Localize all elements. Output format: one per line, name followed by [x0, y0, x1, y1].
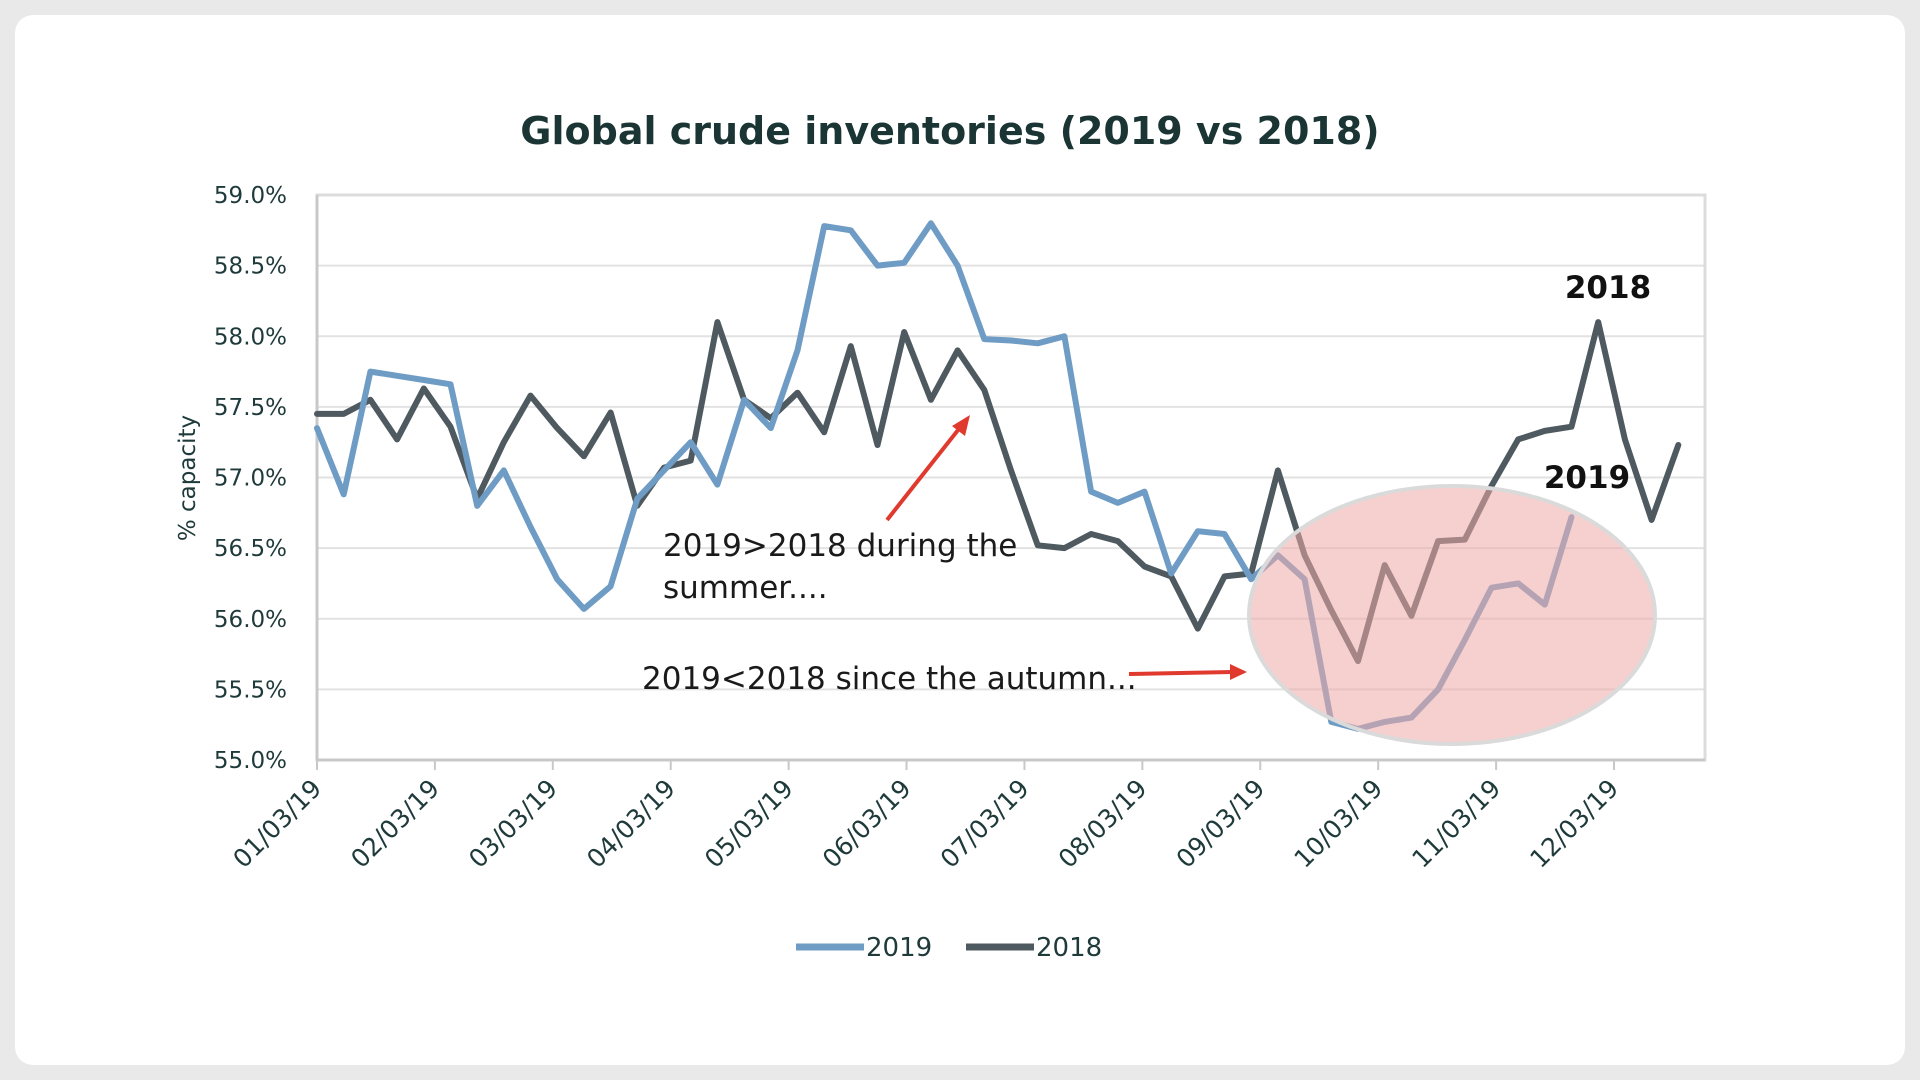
chart-title: Global crude inventories (2019 vs 2018)	[520, 109, 1379, 153]
summer-arrow-head	[952, 415, 970, 436]
y-tick-label: 55.5%	[214, 677, 287, 703]
y-tick-label: 58.5%	[214, 254, 287, 280]
summer-annotation-line2: summer....	[663, 570, 828, 606]
legend-label-2019: 2019	[866, 933, 932, 963]
x-tick-label: 10/03/19	[1289, 774, 1389, 874]
y-axis-ticks: 55.0% 55.5% 56.0% 56.5% 57.0% 57.5% 58.0% 58.5%…	[214, 183, 287, 774]
y-tick-label: 58.0%	[214, 324, 287, 350]
legend: 2019 2018	[796, 933, 1102, 963]
x-tick-label: 08/03/19	[1053, 774, 1153, 874]
y-axis-label: % capacity	[175, 415, 201, 541]
y-tick-label: 56.0%	[214, 607, 287, 633]
x-tick-label: 04/03/19	[581, 774, 681, 874]
x-tick-label: 07/03/19	[935, 774, 1035, 874]
x-tick-label: 05/03/19	[699, 774, 799, 874]
legend-label-2018: 2018	[1036, 933, 1102, 963]
series-2019-label: 2019	[1544, 460, 1630, 496]
x-tick-label: 02/03/19	[345, 774, 445, 874]
autumn-highlight-ellipse	[1247, 484, 1657, 746]
summer-arrow	[885, 423, 964, 522]
y-tick-label: 59.0%	[214, 183, 287, 209]
x-tick-label: 12/03/19	[1524, 774, 1624, 874]
autumn-arrow-head	[1230, 664, 1247, 680]
x-tick-label: 06/03/19	[817, 774, 917, 874]
y-tick-label: 57.0%	[214, 466, 287, 492]
x-tick-label: 01/03/19	[227, 774, 327, 874]
x-tick-label: 11/03/19	[1406, 774, 1506, 874]
series-2018-label: 2018	[1565, 270, 1651, 306]
x-tick-label: 03/03/19	[463, 774, 563, 874]
y-tick-label: 56.5%	[214, 536, 287, 562]
autumn-annotation: 2019<2018 since the autumn...	[642, 661, 1137, 697]
x-axis-ticks: 01/03/19 02/03/19 03/03/19 04/03/19 05/03/19…	[227, 760, 1624, 874]
gridlines	[317, 264, 1705, 691]
summer-annotation-line1: 2019>2018 during the	[663, 528, 1017, 564]
y-tick-label: 57.5%	[214, 395, 287, 421]
autumn-arrow	[1128, 670, 1233, 676]
y-tick-label: 55.0%	[214, 748, 287, 774]
x-tick-label: 09/03/19	[1171, 774, 1271, 874]
